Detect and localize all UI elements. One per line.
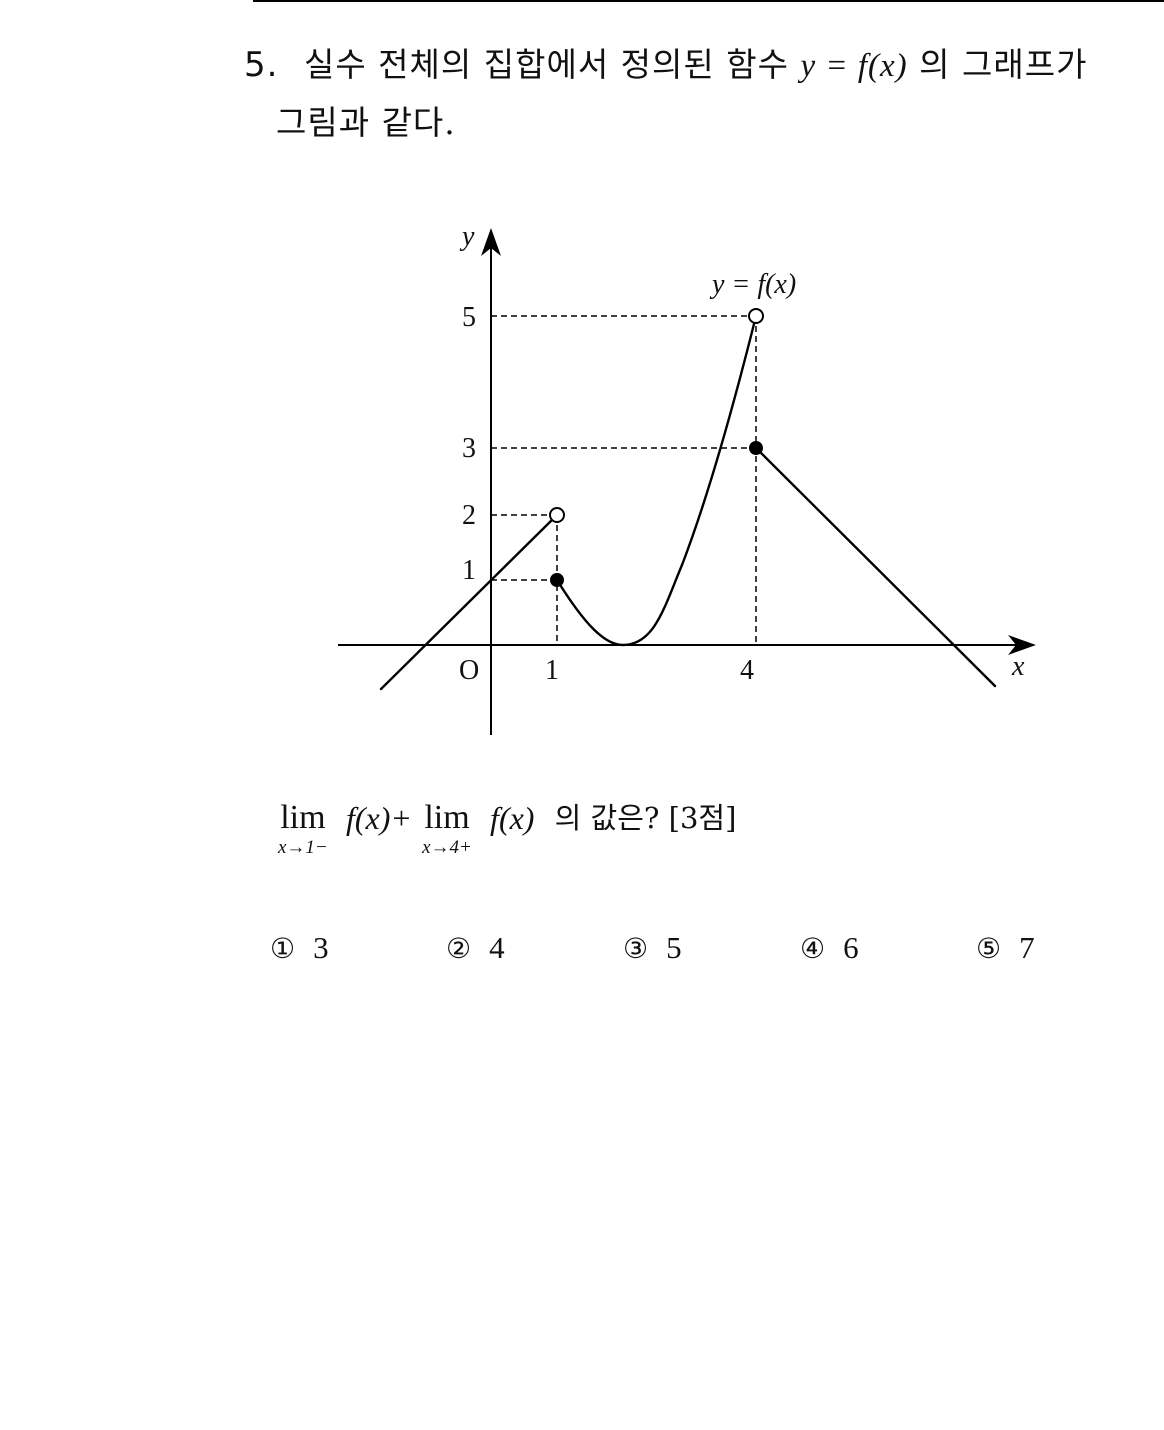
segment-left — [379, 513, 559, 691]
choice-3-value: 5 — [666, 930, 682, 965]
expression-tail: 의 값은? [3점] — [554, 801, 737, 835]
y-axis-label: y — [459, 221, 475, 252]
segment-valley — [555, 563, 684, 647]
lim-word-2: lim — [424, 799, 470, 836]
choice-4-mark: ④ — [800, 932, 826, 965]
term-2: f(x) — [490, 800, 535, 836]
x-axis-label: x — [1011, 651, 1025, 682]
lim-subscript-1: x→1− — [278, 837, 328, 858]
curve-label: y = f(x) — [709, 269, 796, 300]
question-text: 실수 전체의 집합에서 정의된 함수 — [303, 45, 789, 84]
question-line-2: 그림과 같다. — [276, 103, 456, 142]
top-rule — [253, 0, 1164, 2]
choice-2-value: 4 — [489, 930, 505, 965]
limit-1: lim x→1− — [278, 798, 328, 858]
y-tick-1: 1 — [462, 555, 476, 586]
y-tick-2: 2 — [462, 500, 476, 531]
question-line-1: 5. 실수 전체의 집합에서 정의된 함수 y = f(x) 의 그래프가 — [244, 38, 1087, 86]
lim-word-1: lim — [280, 799, 326, 836]
choice-5-mark: ⑤ — [976, 932, 1002, 965]
open-point-1-2 — [549, 507, 565, 523]
function-graph: y x y = f(x) O 1 4 1 2 3 5 — [338, 221, 1036, 735]
lim-subscript-2: x→4+ — [422, 837, 472, 858]
x-tick-4: 4 — [740, 655, 754, 686]
question-text-tail: 의 그래프가 — [919, 45, 1088, 84]
closed-point-1-1 — [550, 573, 564, 587]
choice-1-mark: ① — [270, 932, 296, 965]
open-point-4-5 — [748, 308, 764, 324]
choice-3-mark: ③ — [623, 932, 649, 965]
segment-right — [754, 446, 997, 688]
closed-point-4-3 — [749, 441, 763, 455]
x-tick-1: 1 — [545, 655, 559, 686]
y-tick-5: 5 — [462, 302, 476, 333]
choice-1-value: 3 — [313, 930, 329, 965]
question-number: 5. — [244, 45, 279, 85]
choice-2-mark: ② — [446, 932, 472, 965]
limit-2: lim x→4+ — [422, 798, 472, 858]
limit-expression: lim x→1− f(x)+ lim x→4+ f(x) 의 값은? [3점] — [278, 798, 736, 868]
choice-4-value: 6 — [843, 930, 859, 965]
choice-5-value: 7 — [1019, 930, 1035, 965]
term-1: f(x)+ — [345, 800, 412, 836]
origin-label: O — [459, 655, 479, 686]
y-tick-3: 3 — [462, 433, 476, 464]
segment-rise — [680, 314, 758, 567]
function-notation: y = f(x) — [800, 48, 908, 84]
